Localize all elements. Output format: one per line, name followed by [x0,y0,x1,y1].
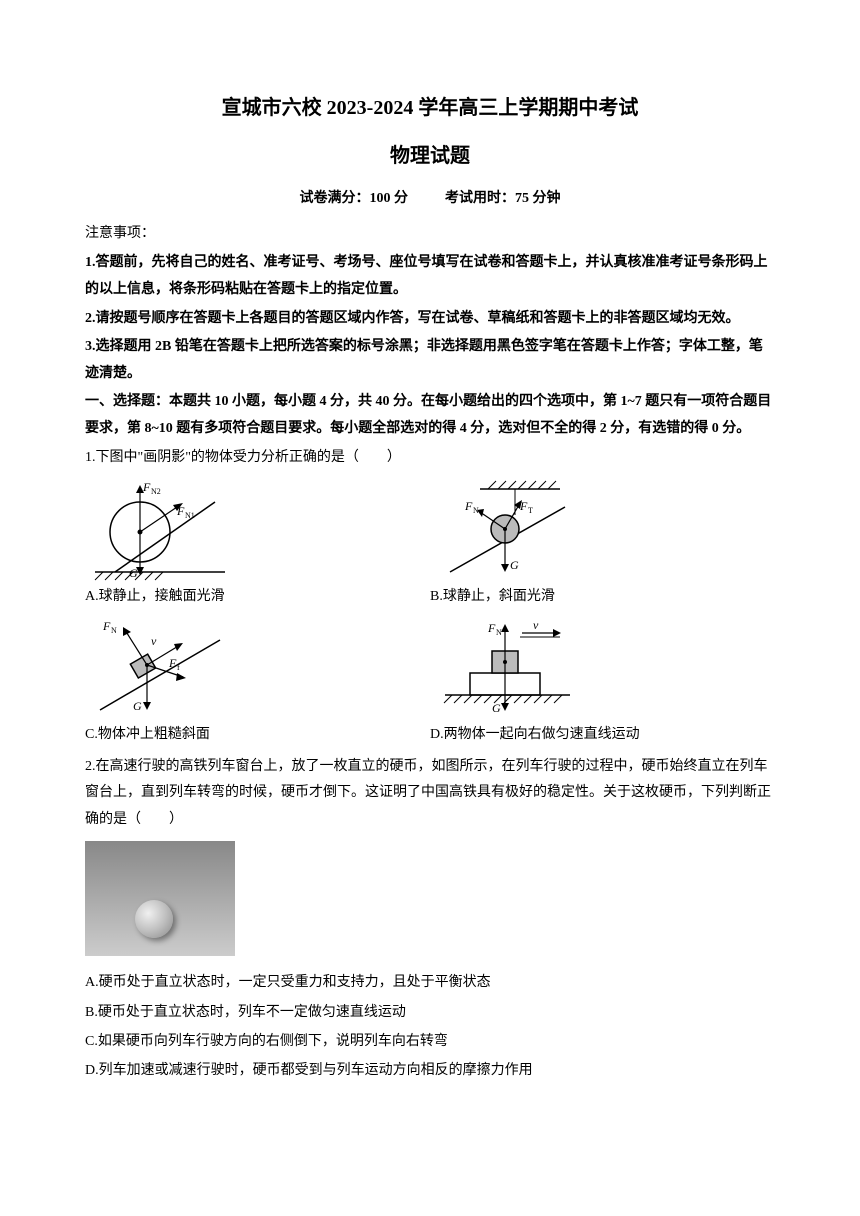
q1-row1: F N2 F N1 G A.球静止，接触面光滑 [85,477,775,609]
svg-text:N: N [473,506,479,515]
q1-optA-label: A.球静止，接触面光滑 [85,584,430,609]
svg-text:G: G [133,699,142,713]
q1-optB-label: B.球静止，斜面光滑 [430,584,775,609]
q1-option-b: F N F T G B.球静止，斜面光滑 [430,477,775,609]
q1-optC-label: C.物体冲上粗糙斜面 [85,722,430,747]
question-1-text: 1.下图中"画阴影"的物体受力分析正确的是（ ） [85,445,775,472]
svg-text:F: F [519,499,528,513]
q1-row2: F N v F f G C.物体冲上粗糙斜面 [85,615,775,747]
svg-text:G: G [510,558,519,572]
diagram-d: F N v G [430,615,580,720]
coin-photo [85,841,235,956]
exam-score: 试卷满分：100 分 [300,191,409,206]
svg-text:F: F [168,656,177,670]
instruction-3: 3.选择题用 2B 铅笔在答题卡上把所选答案的标号涂黑；非选择题用黑色签字笔在答… [85,334,775,387]
svg-text:G: G [492,701,501,715]
diagram-a: F N2 F N1 G [85,477,235,582]
svg-text:F: F [464,499,473,513]
q1-option-c: F N v F f G C.物体冲上粗糙斜面 [85,615,430,747]
svg-text:N: N [496,628,502,637]
svg-text:v: v [533,618,539,632]
title-main: 宣城市六校 2023-2024 学年高三上学期期中考试 [85,90,775,126]
title-sub: 物理试题 [85,138,775,174]
q2-optB: B.硬币处于直立状态时，列车不一定做匀速直线运动 [85,998,775,1027]
svg-text:F: F [142,480,151,494]
svg-text:f: f [177,663,180,672]
q1-option-d: F N v G D.两物体一起向右做匀速直线运动 [430,615,775,747]
instruction-2: 2.请按题号顺序在答题卡上各题目的答题区域内作答，写在试卷、草稿纸和答题卡上的非… [85,306,775,333]
svg-text:G: G [129,566,138,580]
diagram-b: F N F T G [430,477,580,582]
q2-optD: D.列车加速或减速行驶时，硬币都受到与列车运动方向相反的摩擦力作用 [85,1056,775,1085]
svg-text:F: F [176,504,185,518]
instruction-1: 1.答题前，先将自己的姓名、准考证号、考场号、座位号填写在试卷和答题卡上，并认真… [85,250,775,303]
section-header: 一、选择题：本题共 10 小题，每小题 4 分，共 40 分。在每小题给出的四个… [85,389,775,442]
notice-header: 注意事项： [85,221,775,246]
exam-info: 试卷满分：100 分 考试用时：75 分钟 [85,186,775,211]
coin-icon [135,900,173,938]
svg-text:N2: N2 [151,487,161,496]
svg-text:N1: N1 [185,511,195,520]
svg-text:F: F [487,621,496,635]
svg-text:v: v [151,634,157,648]
svg-text:T: T [528,506,533,515]
svg-text:N: N [111,626,117,635]
q1-option-a: F N2 F N1 G A.球静止，接触面光滑 [85,477,430,609]
q2-optC: C.如果硬币向列车行驶方向的右侧倒下，说明列车向右转弯 [85,1027,775,1056]
question-2-text: 2.在高速行驶的高铁列车窗台上，放了一枚直立的硬币，如图所示，在列车行驶的过程中… [85,754,775,834]
svg-text:F: F [102,619,111,633]
q1-optD-label: D.两物体一起向右做匀速直线运动 [430,722,775,747]
exam-time: 考试用时：75 分钟 [445,191,561,206]
q2-optA: A.硬币处于直立状态时，一定只受重力和支持力，且处于平衡状态 [85,968,775,997]
diagram-c: F N v F f G [85,615,235,720]
